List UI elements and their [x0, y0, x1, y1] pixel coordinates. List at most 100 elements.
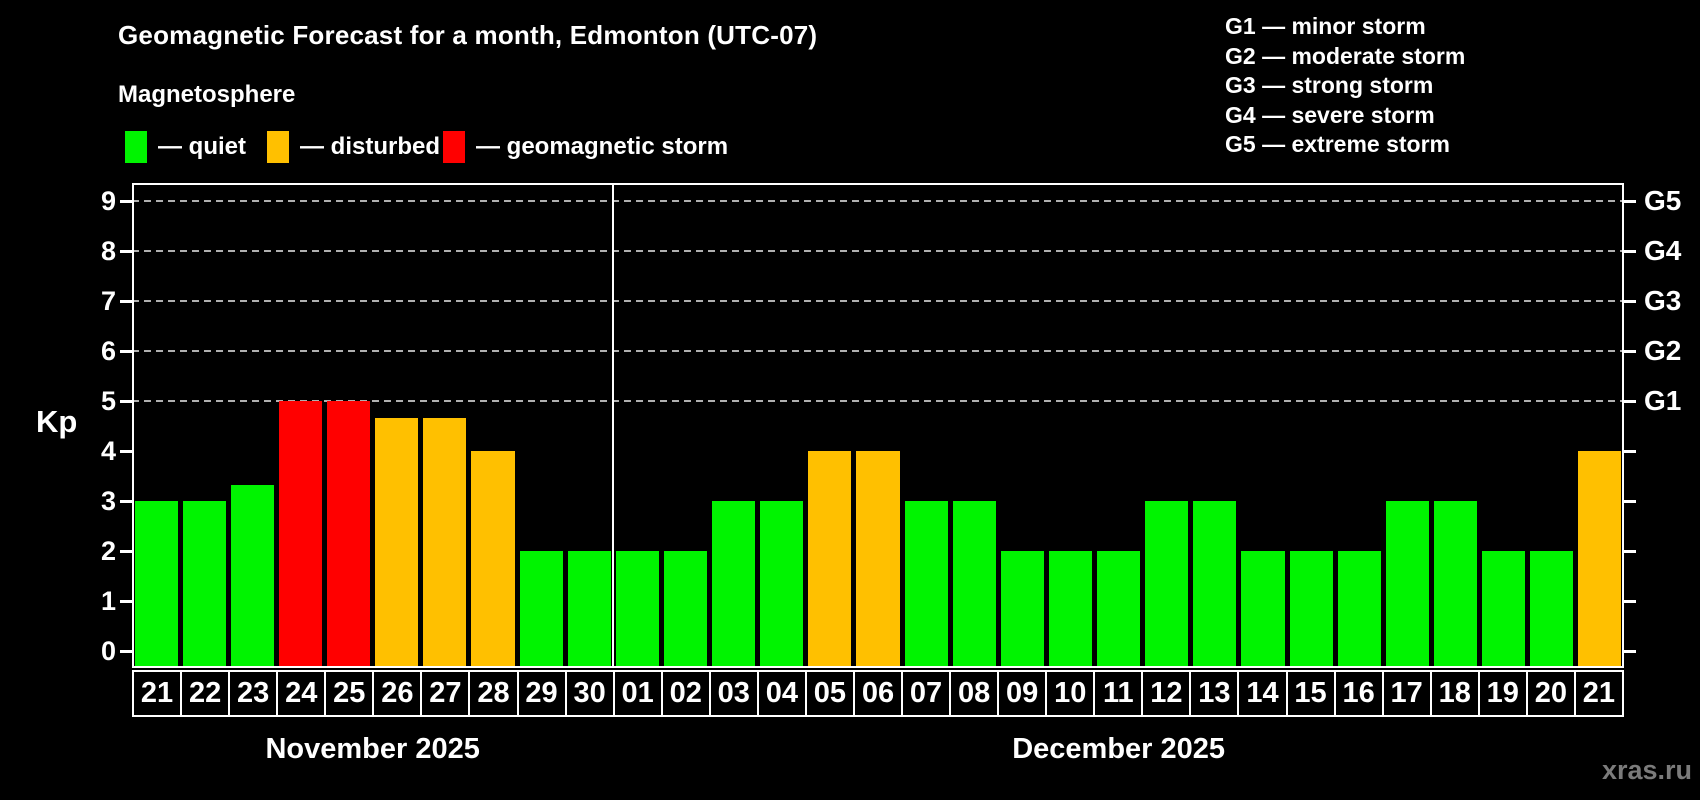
left-axis-tick — [120, 549, 132, 553]
kp-bar — [375, 417, 419, 668]
kp-bar — [1433, 501, 1478, 668]
chart-subtitle: Magnetosphere — [118, 81, 296, 108]
kp-bar — [1385, 501, 1429, 668]
day-label: 27 — [420, 672, 468, 715]
legend-label-storm: — geomagnetic storm — [476, 133, 729, 160]
legend-item-storm: — geomagnetic storm — [443, 131, 728, 163]
kp-bar — [230, 484, 274, 668]
day-label: 16 — [1333, 672, 1382, 715]
day-label: 05 — [804, 672, 853, 715]
g1-legend-line: G1 — minor storm — [1225, 13, 1426, 39]
y-tick-label: 8 — [100, 236, 116, 266]
legend-item-quiet: — quiet — [125, 131, 246, 163]
y-tick-label: 0 — [100, 636, 116, 666]
y-tick-label: 4 — [100, 436, 116, 466]
watermark: xras.ru — [1601, 755, 1692, 785]
kp-bar — [1530, 551, 1574, 668]
day-axis-row: 21 22 23 24 25 26 27 28 29 30 01 02 03 04 05 06 07 08 09 10… — [132, 670, 1624, 717]
y-tick-label: 1 — [100, 586, 116, 616]
kp-bar — [134, 501, 178, 668]
day-label: 06 — [852, 672, 901, 715]
day-label: 28 — [468, 672, 516, 715]
g-tick-label-g2: G2 — [1644, 335, 1682, 366]
kp-bar — [615, 551, 659, 668]
kp-bar — [1145, 501, 1189, 668]
kp-axis-title: Kp — [36, 404, 78, 439]
gridline-kp7 — [132, 300, 1624, 302]
kp-bar — [952, 501, 996, 668]
kp-bar — [471, 451, 515, 668]
right-axis-tick — [1624, 599, 1636, 603]
legend-label-disturbed: — disturbed — [300, 133, 441, 160]
kp-bar — [423, 417, 467, 668]
gridline-kp8 — [132, 250, 1624, 252]
day-label: 09 — [997, 672, 1045, 715]
day-label: 18 — [1429, 672, 1478, 715]
day-label: 13 — [1189, 672, 1237, 715]
day-label: 21 — [140, 677, 174, 709]
gridline-kp5 — [132, 400, 1624, 402]
right-axis-tick — [1624, 249, 1636, 253]
y-tick-label: 5 — [100, 386, 116, 416]
kp-bar — [519, 551, 563, 668]
legend-item-disturbed: — disturbed — [267, 131, 440, 163]
month-label: December 2025 — [1012, 733, 1226, 765]
left-axis-tick — [120, 399, 132, 403]
disturbed-color-swatch — [267, 131, 289, 163]
kp-bar — [904, 501, 948, 668]
kp-bar — [182, 501, 226, 668]
kp-bar — [1000, 551, 1044, 668]
y-tick-label: 7 — [100, 286, 116, 316]
left-axis-tick — [120, 499, 132, 503]
kp-bar — [856, 451, 900, 668]
kp-bar — [808, 451, 852, 668]
right-axis-tick — [1624, 349, 1636, 353]
day-label: 10 — [1045, 672, 1093, 715]
kp-bar — [760, 501, 804, 668]
kp-bar — [1289, 551, 1333, 668]
right-axis-tick — [1624, 549, 1636, 553]
day-label: 20 — [1525, 672, 1574, 715]
g-tick-label-g4: G4 — [1644, 235, 1682, 266]
y-tick-label: 2 — [100, 536, 116, 566]
day-label: 15 — [1285, 672, 1334, 715]
day-label: 12 — [1141, 672, 1189, 715]
kp-bar — [663, 551, 708, 668]
storm-color-swatch — [443, 131, 465, 163]
kp-bar — [567, 551, 611, 668]
gridline-kp6 — [132, 350, 1624, 352]
y-tick-label: 6 — [100, 336, 116, 366]
kp-bar — [1578, 451, 1622, 668]
right-axis-tick — [1624, 199, 1636, 203]
g5-legend-line: G5 — extreme storm — [1225, 131, 1450, 157]
quiet-color-swatch — [125, 131, 147, 163]
day-label: 01 — [612, 672, 661, 715]
g3-legend-line: G3 — strong storm — [1225, 72, 1434, 98]
g4-legend-line: G4 — severe storm — [1225, 101, 1435, 128]
kp-bar — [1337, 551, 1381, 668]
kp-bar — [1048, 551, 1093, 668]
kp-bar — [712, 501, 756, 668]
g-tick-label-g5: G5 — [1644, 185, 1682, 216]
right-axis-tick — [1624, 399, 1636, 403]
left-axis-tick — [120, 249, 132, 253]
right-axis-tick — [1624, 649, 1636, 653]
left-axis-tick — [120, 599, 132, 603]
y-tick-label: 3 — [100, 486, 116, 516]
g-tick-label-g3: G3 — [1644, 285, 1682, 316]
g-scale-legend: G1 — minor storm G2 — moderate storm G3 … — [1225, 12, 1465, 160]
left-axis-tick — [120, 649, 132, 653]
left-axis-tick — [120, 449, 132, 453]
day-label: 30 — [564, 672, 613, 715]
day-label: 21 — [1573, 672, 1622, 715]
day-label: 29 — [516, 672, 565, 715]
day-label: 19 — [1477, 672, 1526, 715]
month-label: November 2025 — [265, 733, 480, 765]
right-axis-tick — [1624, 499, 1636, 503]
g2-legend-line: G2 — moderate storm — [1225, 42, 1466, 69]
right-axis-tick — [1624, 449, 1636, 453]
day-label: 11 — [1093, 672, 1141, 715]
kp-bar — [327, 401, 371, 668]
left-axis-tick — [120, 349, 132, 353]
month-separator — [612, 183, 615, 668]
